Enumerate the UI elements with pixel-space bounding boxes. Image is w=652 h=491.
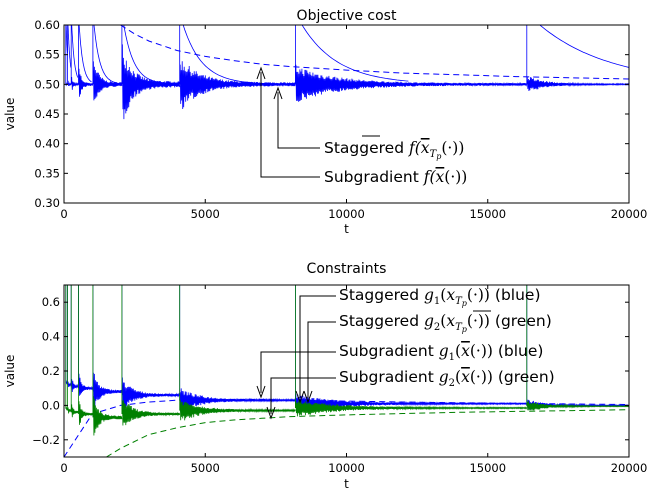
x-tick-label: 0 [60,207,67,221]
y-axis-label: value [3,98,17,131]
chart-title: Constraints [307,261,387,277]
tick-layer: 0 5000 10000 15000 20000 0.30 0.35 0.40 0.45 0.50… [34,18,647,221]
series-dashed-green [106,409,629,457]
y-tick-label: 0.2 [42,364,60,378]
y-tick-label: 0.55 [34,48,60,62]
annotation-label: Subgradient f(x(·)) [324,168,467,186]
x-tick-label: 10000 [328,461,365,475]
annotation-arrow [277,92,320,149]
y-axis-label: value [3,355,17,388]
arrow-head [303,390,313,404]
annotation-subgradient: Subgradient f(x(·)) [256,66,467,186]
y-tick-label: 0.0 [42,398,60,412]
series-envelope [71,25,79,78]
axes-frame [63,24,630,204]
arrow-head [256,66,266,80]
series-dashed-blue [64,398,629,457]
objective-cost-panel: 0 5000 10000 15000 20000 0.30 0.35 0.40 0.45 0.50… [3,8,647,236]
annotation-arrow-3 [260,351,336,393]
series-envelope [301,25,409,82]
plot-area [64,25,629,203]
annotation-label: Staggered g1(xTp(·)) (blue) [339,286,541,308]
annotation-arrow-2 [307,321,336,398]
arrow-head [266,406,276,420]
annotation-label: Subgradient g1(x(·)) (blue) [339,342,543,363]
y-tick-label: 0.35 [34,166,60,180]
series-envelope [539,25,629,68]
series-envelope [182,25,284,85]
x-tick-label: 0 [60,461,67,475]
series-envelope [123,25,174,85]
annotation-arrow [260,72,320,178]
x-tick-label: 5000 [191,207,220,221]
chart-title: Objective cost [297,8,397,24]
arrow-head [295,390,305,404]
series-envelope [93,25,120,84]
data-layer [65,25,629,120]
series-staggered-green [65,285,629,436]
tick-layer: 0 5000 10000 15000 20000 −0.2 0.0 0.2 0.4 0.6 [32,285,647,475]
arrow-head [273,86,283,100]
y-tick-label: 0.45 [34,107,60,121]
x-tick-label: 20000 [611,461,648,475]
y-tick-label: −0.2 [32,433,60,447]
series-envelope [65,25,68,54]
data-layer [64,285,629,457]
y-tick-label: 0.40 [34,137,60,151]
annotation-arrow-1 [299,295,336,398]
y-tick-label: 0.60 [34,18,60,32]
x-tick-label: 20000 [611,207,648,221]
annotation-staggered: Staggered f(xTp(·)) [273,86,464,161]
plot-area [64,285,629,457]
constraints-panel: 0 5000 10000 15000 20000 −0.2 0.0 0.2 0.4 0.6 Con… [3,261,647,491]
x-axis-label: t [344,222,349,236]
axes-frame [63,284,630,458]
x-tick-label: 10000 [328,207,365,221]
x-tick-label: 15000 [469,461,506,475]
y-tick-label: 0.30 [34,196,60,210]
x-tick-label: 5000 [191,461,220,475]
y-tick-label: 0.6 [42,295,60,309]
series-dashed-blue [120,25,629,80]
x-axis-label: t [344,477,349,491]
y-tick-label: 0.4 [42,330,60,344]
series-envelope [78,25,92,83]
annotation-label: Staggered f(xTp(·)) [324,139,464,161]
y-tick-label: 0.50 [34,77,60,91]
annotation-arrow-4 [270,377,336,414]
annotation-label: Staggered g2(xTp(·)) (green) [339,312,552,334]
annotation-label: Subgradient g2(x(·)) (green) [339,368,555,389]
arrow-head [256,385,266,399]
series-envelope [67,25,72,68]
x-tick-label: 15000 [469,207,506,221]
